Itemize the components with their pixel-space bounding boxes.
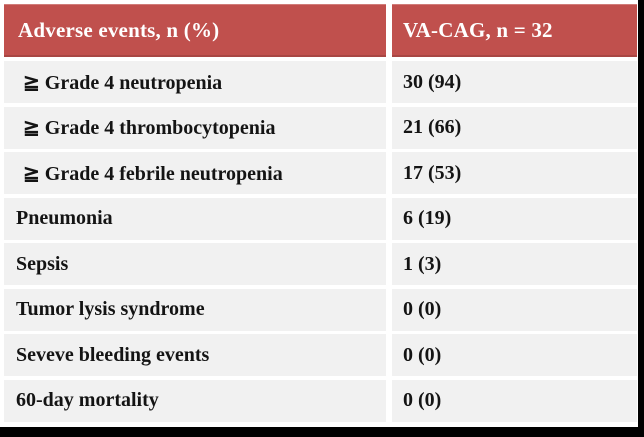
row-label-cell: Pneumonia [4,197,386,240]
header-cell-cohort: VA-CAG, n = 32 [392,4,637,57]
table-panel: Adverse events, n (%) VA-CAG, n = 32 ≧ G… [0,0,638,427]
row-value-cell: 0 (0) [392,288,637,331]
row-value-cell: 0 (0) [392,334,637,376]
table-row: ≧ Grade 4 febrile neutropenia 17 (53) [4,152,637,194]
row-value-cell: 1 (3) [392,243,637,285]
row-label-cell: Seveve bleeding events [4,334,386,376]
table-body: ≧ Grade 4 neutropenia 30 (94) ≧ Grade 4 … [4,61,637,422]
table-row: Pneumonia 6 (19) [4,197,637,240]
row-label-cell: ≧ Grade 4 thrombocytopenia [4,106,386,149]
table-header-row: Adverse events, n (%) VA-CAG, n = 32 [4,4,637,57]
table-row: ≧ Grade 4 thrombocytopenia 21 (66) [4,106,637,149]
table-row: Seveve bleeding events 0 (0) [4,334,637,376]
row-value-cell: 0 (0) [392,379,637,422]
table-row: 60-day mortality 0 (0) [4,379,637,422]
table-row: Tumor lysis syndrome 0 (0) [4,288,637,331]
row-value-cell: 30 (94) [392,61,637,103]
header-cell-adverse-events: Adverse events, n (%) [4,4,386,57]
row-label-cell: Sepsis [4,243,386,285]
row-label-cell: ≧ Grade 4 neutropenia [4,61,386,103]
table-row: ≧ Grade 4 neutropenia 30 (94) [4,61,637,103]
header-cohort-label: VA-CAG, n = 32 [403,18,553,42]
row-value-cell: 21 (66) [392,106,637,149]
row-label-cell: ≧ Grade 4 febrile neutropenia [4,152,386,194]
row-label-cell: 60-day mortality [4,379,386,422]
row-value-cell: 6 (19) [392,197,637,240]
row-label-cell: Tumor lysis syndrome [4,288,386,331]
table-row: Sepsis 1 (3) [4,243,637,285]
row-value-cell: 17 (53) [392,152,637,194]
header-label: Adverse events, n (%) [18,18,220,42]
adverse-events-table: Adverse events, n (%) VA-CAG, n = 32 ≧ G… [4,4,637,422]
